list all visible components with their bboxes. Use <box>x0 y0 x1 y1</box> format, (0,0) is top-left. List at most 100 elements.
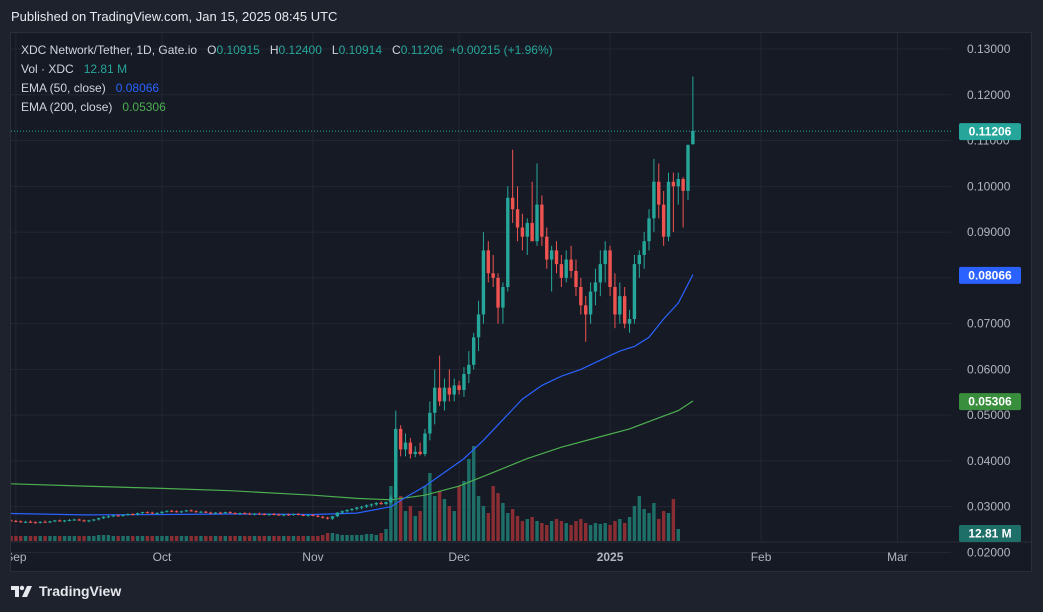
candle-body[interactable] <box>535 204 539 242</box>
candle-body[interactable] <box>160 511 164 514</box>
candle-body[interactable] <box>574 270 578 287</box>
candle-body[interactable] <box>28 521 33 523</box>
candle-body[interactable] <box>467 364 471 374</box>
candle-body[interactable] <box>481 250 486 315</box>
candle-body[interactable] <box>150 512 154 514</box>
candle-body[interactable] <box>48 521 52 523</box>
candle-body[interactable] <box>345 509 349 512</box>
candle-body[interactable] <box>165 510 169 512</box>
candle-body[interactable] <box>559 264 564 278</box>
candle-body[interactable] <box>238 513 242 515</box>
candle-body[interactable] <box>666 181 671 237</box>
candle-body[interactable] <box>418 451 422 455</box>
candle-body[interactable] <box>530 222 534 242</box>
candle-body[interactable] <box>579 287 583 306</box>
candle-body[interactable] <box>413 451 417 455</box>
candle-body[interactable] <box>96 518 101 520</box>
candle-body[interactable] <box>369 504 374 506</box>
candle-body[interactable] <box>62 520 67 522</box>
candle-body[interactable] <box>92 519 96 521</box>
legend-ema200-row[interactable]: EMA (200, close) 0.05306 <box>21 98 553 117</box>
candle-body[interactable] <box>486 250 491 274</box>
candle-body[interactable] <box>179 511 184 513</box>
candle-body[interactable] <box>608 250 612 287</box>
candle-body[interactable] <box>213 512 218 514</box>
candle-body[interactable] <box>471 337 476 365</box>
candle-body[interactable] <box>491 273 495 278</box>
candle-body[interactable] <box>657 181 661 205</box>
candle-body[interactable] <box>686 145 690 191</box>
candle-body[interactable] <box>330 516 335 519</box>
candle-body[interactable] <box>433 387 437 413</box>
candle-body[interactable] <box>145 512 150 514</box>
candle-body[interactable] <box>33 522 38 524</box>
candle-body[interactable] <box>374 503 378 505</box>
candle-body[interactable] <box>564 259 568 278</box>
candle-body[interactable] <box>622 296 627 324</box>
legend-ema50-row[interactable]: EMA (50, close) 0.08066 <box>21 79 553 98</box>
candle-body[interactable] <box>442 387 447 402</box>
candle-body[interactable] <box>316 515 320 517</box>
tradingview-logo[interactable]: TradingView <box>11 583 121 599</box>
candle-body[interactable] <box>476 314 481 338</box>
candle-body[interactable] <box>603 250 607 265</box>
candle-body[interactable] <box>14 520 18 522</box>
candle-body[interactable] <box>23 521 28 523</box>
candle-body[interactable] <box>262 513 266 515</box>
candle-body[interactable] <box>116 515 120 517</box>
candle-body[interactable] <box>540 204 544 237</box>
candle-body[interactable] <box>510 197 515 210</box>
candle-body[interactable] <box>19 521 23 523</box>
candle-body[interactable] <box>681 178 685 191</box>
candle-body[interactable] <box>584 305 588 315</box>
candle-body[interactable] <box>632 264 637 320</box>
candle-body[interactable] <box>408 442 413 455</box>
candle-body[interactable] <box>208 512 213 514</box>
candle-body[interactable] <box>637 254 641 265</box>
candle-body[interactable] <box>131 513 135 515</box>
candle-body[interactable] <box>525 222 529 237</box>
candle-body[interactable] <box>233 513 237 515</box>
candle-body[interactable] <box>106 516 111 518</box>
candle-body[interactable] <box>545 236 549 260</box>
legend-volume-row[interactable]: Vol · XDC 12.81 M <box>21 60 553 79</box>
candle-body[interactable] <box>82 520 86 522</box>
candle-body[interactable] <box>554 250 559 265</box>
candle-body[interactable] <box>569 259 573 271</box>
candle-body[interactable] <box>101 516 106 519</box>
candle-body[interactable] <box>126 513 130 515</box>
candle-body[interactable] <box>223 512 228 514</box>
candle-body[interactable] <box>170 510 174 512</box>
candle-body[interactable] <box>199 511 203 513</box>
candle-body[interactable] <box>364 505 369 507</box>
candle-body[interactable] <box>588 291 593 315</box>
candle-body[interactable] <box>321 516 325 518</box>
candle-body[interactable] <box>652 181 656 219</box>
candle-body[interactable] <box>272 513 276 515</box>
candle-body[interactable] <box>661 204 666 237</box>
price-chart[interactable]: 0.130000.120000.110000.100000.090000.080… <box>11 33 1033 573</box>
candle-body[interactable] <box>67 519 72 521</box>
candle-body[interactable] <box>204 511 208 513</box>
candle-body[interactable] <box>447 387 452 395</box>
candle-body[interactable] <box>613 287 617 315</box>
candle-body[interactable] <box>311 514 315 516</box>
candle-body[interactable] <box>174 511 179 513</box>
candle-body[interactable] <box>340 511 344 513</box>
candle-body[interactable] <box>642 241 646 255</box>
candle-body[interactable] <box>398 428 403 450</box>
candle-body[interactable] <box>335 512 340 517</box>
candle-body[interactable] <box>140 512 145 514</box>
candle-body[interactable] <box>671 181 676 187</box>
candle-body[interactable] <box>325 517 330 519</box>
candle-body[interactable] <box>38 521 42 523</box>
chart-panel[interactable]: 0.130000.120000.110000.100000.090000.080… <box>10 32 1033 573</box>
candle-body[interactable] <box>384 502 388 504</box>
candle-body[interactable] <box>286 514 291 516</box>
candle-body[interactable] <box>515 209 520 228</box>
candle-body[interactable] <box>43 521 47 523</box>
candle-body[interactable] <box>111 515 115 517</box>
candle-body[interactable] <box>428 412 432 434</box>
candle-body[interactable] <box>676 178 680 187</box>
candle-body[interactable] <box>228 512 232 514</box>
